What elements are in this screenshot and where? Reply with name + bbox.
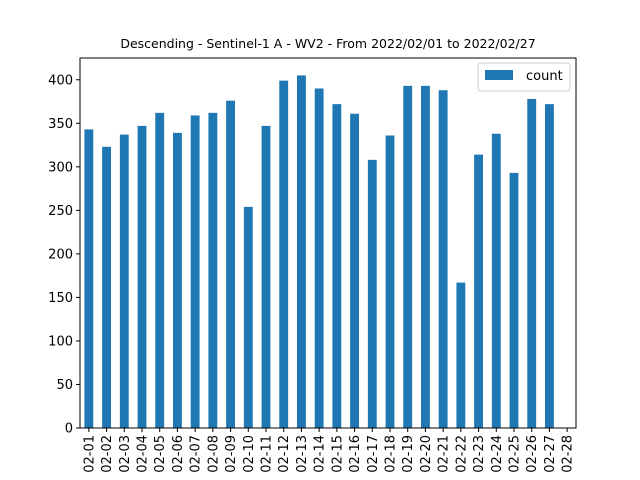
legend: count [477,62,571,92]
chart-title: Descending - Sentinel-1 A - WV2 - From 2… [120,36,535,51]
bar-02-25 [509,172,519,428]
x-tick-label: 02-13 [295,435,310,473]
x-tick-label: 02-16 [348,435,363,473]
x-tick-label: 02-25 [508,435,523,473]
x-tick-label: 02-19 [401,435,416,473]
bar-02-02 [102,146,111,429]
bar-02-04 [137,125,147,428]
y-tick-label: 200 [48,247,73,262]
y-tick-label: 400 [48,73,73,88]
bar-02-19 [403,85,413,429]
bar-02-26 [527,98,537,429]
y-tick-label: 300 [48,160,73,175]
bar-02-08 [208,112,218,428]
bar-02-03 [119,134,129,429]
x-tick-label: 02-14 [313,435,328,473]
x-tick-label: 02-22 [454,435,469,473]
x-tick-label: 02-28 [561,435,576,473]
x-tick-label: 02-24 [490,435,505,473]
x-tick-label: 02-15 [330,435,345,473]
bar-02-17 [367,159,377,429]
x-tick-label: 02-01 [82,435,97,473]
x-tick-label: 02-03 [118,435,133,473]
x-tick-label: 02-18 [384,435,399,473]
x-tick-label: 02-08 [206,435,221,473]
bar-02-06 [173,132,182,428]
bar-02-07 [190,115,200,429]
x-tick-label: 02-21 [437,435,452,473]
bar-02-22 [456,282,466,428]
x-tick-label: 02-12 [277,435,292,473]
x-tick-label: 02-06 [171,435,186,473]
x-tick-label: 02-17 [366,435,381,473]
bar-02-16 [350,113,359,428]
bar-02-12 [279,80,289,428]
bars-layer [84,75,554,429]
legend-label-count: count [526,69,563,84]
y-tick-label: 250 [48,204,73,219]
y-tick-label: 150 [48,291,73,306]
x-tick-label: 02-10 [242,435,257,473]
bar-02-15 [332,104,342,428]
legend-swatch [485,70,513,80]
x-tick-label: 02-23 [472,435,487,473]
y-tick-label: 100 [48,334,73,349]
y-tick-label: 50 [56,378,73,393]
bar-02-01 [84,129,94,428]
x-tick-label: 02-02 [100,435,115,473]
bar-02-23 [474,154,483,428]
bar-02-27 [545,104,554,428]
x-tick-label: 02-20 [419,435,434,473]
bar-02-14 [314,88,324,428]
x-tick-label: 02-27 [543,435,558,473]
x-tick-label: 02-05 [153,435,168,473]
y-tick-label: 0 [65,422,73,437]
bar-02-24 [491,133,501,429]
bar-02-10 [243,206,253,428]
plot-frame [79,57,577,429]
bar-02-13 [297,75,306,428]
x-tick-label: 02-26 [525,435,540,473]
bar-02-11 [261,125,271,428]
bar-02-18 [385,135,395,429]
axes-layer [79,57,577,429]
x-tick-label: 02-11 [260,435,275,473]
x-tick-label: 02-09 [224,435,239,473]
y-tick-label: 350 [48,117,73,132]
x-tick-label: 02-07 [189,435,204,473]
bar-02-09 [226,100,235,428]
bar-02-20 [421,85,430,429]
bar-02-21 [438,90,448,429]
bar-02-05 [155,112,165,428]
x-tick-label: 02-04 [136,435,151,473]
